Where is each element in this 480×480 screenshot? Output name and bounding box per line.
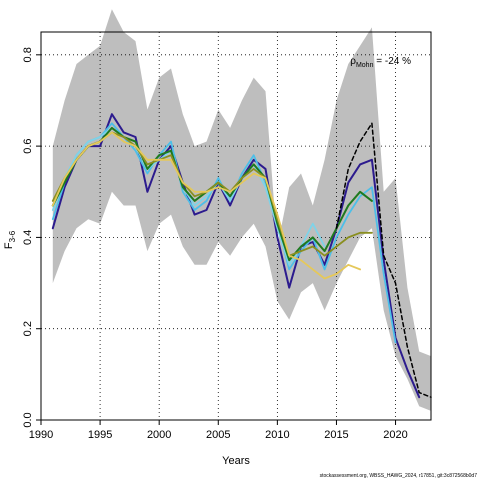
series-line-3 bbox=[51, 127, 326, 266]
axis-layer: 1990 1995 2000 2005 2010 2015 2020 0.0 0.2 0.4 0.6… bbox=[22, 47, 408, 441]
plot-frame bbox=[40, 31, 432, 421]
y-axis-title: F3-6 bbox=[3, 230, 17, 249]
x-tick-label: 2010 bbox=[265, 429, 289, 441]
series-layer bbox=[51, 113, 432, 399]
series-line-6 bbox=[51, 131, 361, 280]
x-tick-label: 2005 bbox=[206, 429, 230, 441]
y-axis-title-sub: 3-6 bbox=[8, 230, 17, 242]
y-tick-label: 0.8 bbox=[22, 47, 34, 62]
rho-value: = -24 % bbox=[373, 56, 411, 67]
y-tick-label: 0.4 bbox=[22, 230, 34, 245]
y-tick-label: 0.6 bbox=[22, 138, 34, 153]
y-tick-label: 0.2 bbox=[22, 321, 34, 336]
rho-symbol: ρ bbox=[350, 56, 356, 67]
x-tick-label: 1995 bbox=[88, 429, 112, 441]
confidence-band bbox=[52, 9, 432, 411]
footer-source: stockassessment.org, WBSS_HAWG_2024, r17… bbox=[320, 473, 478, 479]
series-line-1 bbox=[51, 113, 421, 399]
x-tick-label: 1990 bbox=[29, 429, 53, 441]
x-tick-label: 2015 bbox=[324, 429, 348, 441]
rho-subscript: Mohn bbox=[356, 62, 374, 69]
series-line-7 bbox=[335, 122, 432, 398]
x-tick-label: 2020 bbox=[383, 429, 407, 441]
y-tick-label: 0.0 bbox=[22, 412, 34, 427]
confidence-band-layer bbox=[52, 9, 432, 411]
x-tick-label: 2000 bbox=[147, 429, 171, 441]
x-axis-title: Years bbox=[222, 455, 250, 467]
y-axis-title-main: F bbox=[3, 242, 15, 249]
mohn-rho-annotation: ρMohn = -24 % bbox=[350, 56, 411, 69]
